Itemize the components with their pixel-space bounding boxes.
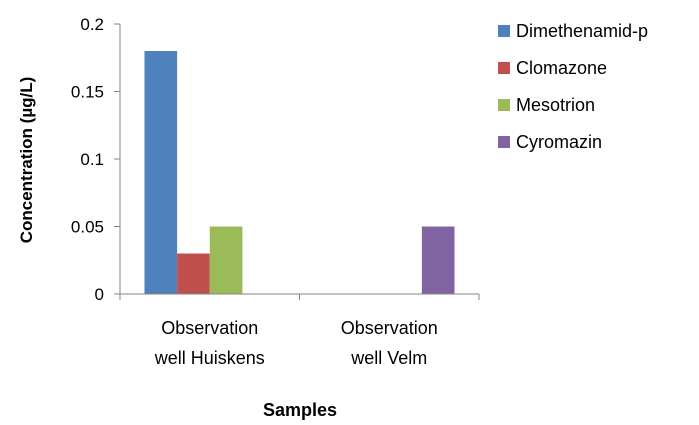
x-category-label: Observation bbox=[161, 318, 258, 338]
y-tick-label: 0.1 bbox=[80, 150, 104, 169]
x-category-label: well Huiskens bbox=[154, 348, 265, 368]
y-tick-label: 0.2 bbox=[80, 15, 104, 34]
y-axis-title: Concentration (µg/L) bbox=[17, 77, 36, 244]
y-tick-label: 0.15 bbox=[71, 83, 104, 102]
bar-cyromazin-2 bbox=[421, 226, 455, 294]
legend-label: Clomazone bbox=[516, 58, 607, 78]
bar-dimethenamid-p-1 bbox=[144, 51, 178, 294]
legend-label: Mesotrion bbox=[516, 95, 595, 115]
legend-swatch bbox=[498, 136, 510, 148]
y-axis-ticks: 0 0.05 0.1 0.15 0.2 bbox=[71, 15, 120, 304]
y-tick-label: 0 bbox=[95, 285, 104, 304]
x-category-label: well Velm bbox=[350, 348, 427, 368]
x-axis-title: Samples bbox=[263, 400, 337, 420]
bars-layer bbox=[144, 51, 455, 294]
x-axis-tick-labels: Observation well Huiskens Observation well … bbox=[154, 318, 438, 368]
legend-swatch bbox=[498, 99, 510, 111]
legend-swatch bbox=[498, 25, 510, 37]
axes bbox=[119, 24, 480, 300]
y-tick-label: 0.05 bbox=[71, 218, 104, 237]
legend-label: Cyromazin bbox=[516, 132, 602, 152]
legend-label: Dimethenamid-p bbox=[516, 21, 648, 41]
bar-mesotrion-1 bbox=[209, 226, 243, 294]
x-category-label: Observation bbox=[341, 318, 438, 338]
legend-swatch bbox=[498, 62, 510, 74]
bar-clomazone-1 bbox=[177, 253, 210, 294]
legend: Dimethenamid-p Clomazone Mesotrion Cyromazi… bbox=[498, 21, 648, 152]
